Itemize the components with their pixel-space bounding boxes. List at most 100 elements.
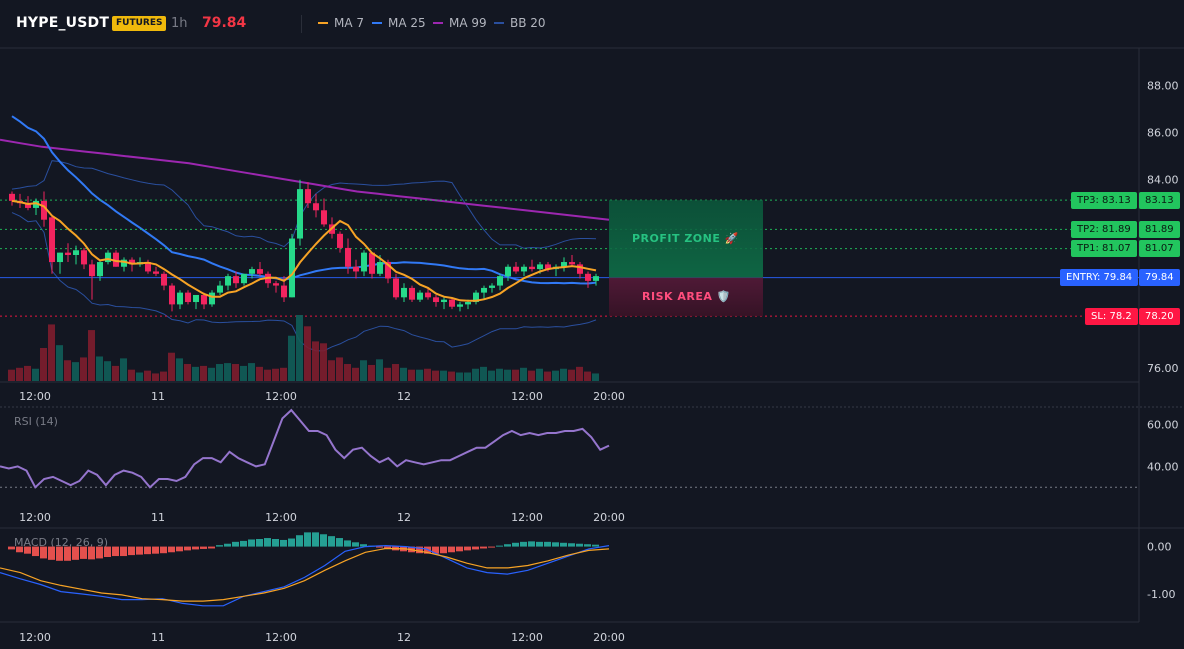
time-tick-label: 12:00 <box>19 390 51 403</box>
volume-bar <box>40 348 47 381</box>
macd-hist-bar <box>312 532 319 547</box>
axes: 88.00 86.00 84.00 76.00 12:00 11 12:00 12 12:00 2… <box>19 80 1178 644</box>
macd-hist-bar <box>288 538 295 547</box>
candle-body <box>369 252 375 274</box>
candle-body <box>449 299 455 307</box>
signal-line-path <box>0 547 610 602</box>
candle-body <box>561 262 567 267</box>
risk-area-label: RISK AREA 🛡️ <box>642 289 731 303</box>
volume-bar <box>416 369 423 381</box>
candle-body <box>433 297 439 303</box>
macd-hist-bar <box>216 545 223 547</box>
macd-hist-bar <box>568 543 575 547</box>
time-tick-label: 20:00 <box>593 390 625 403</box>
volume-bar <box>312 341 319 381</box>
rsi-path <box>0 408 610 489</box>
candle-body <box>161 273 167 286</box>
candle-body <box>217 285 223 293</box>
price-tick-label: 76.00 <box>1147 362 1179 375</box>
tp3-label[interactable]: TP3: 83.13 <box>1071 191 1137 209</box>
macd-hist-bar <box>128 546 135 556</box>
legend-ma25[interactable]: MA 25 <box>372 16 426 30</box>
volume-bar <box>504 369 511 381</box>
candle-body <box>577 264 583 274</box>
bollinger-bands <box>11 160 597 352</box>
volume-bar <box>432 370 439 381</box>
macd-hist-bar <box>136 546 143 555</box>
macd-hist-bar <box>520 541 527 547</box>
time-tick-label: 12 <box>397 390 411 403</box>
timeframe-label[interactable]: 1h <box>171 16 188 31</box>
candle-body <box>281 285 287 298</box>
volume-bar <box>88 330 95 381</box>
volume-bar <box>384 367 391 381</box>
volume-bar <box>448 371 455 381</box>
candle-body <box>345 247 351 267</box>
candle-body <box>457 304 463 307</box>
candle-body <box>225 276 231 286</box>
tp1-label[interactable]: TP1: 81.07 <box>1071 240 1137 258</box>
candle-body <box>257 269 263 274</box>
volume-bar <box>64 360 71 381</box>
candle-body <box>481 287 487 293</box>
candle-body <box>153 271 159 274</box>
volume-bar <box>544 371 551 381</box>
symbol-title[interactable]: HYPE_USDT <box>16 15 110 31</box>
entry-label[interactable]: ENTRY: 79.84 <box>1060 269 1139 287</box>
macd-hist-bar <box>184 546 191 551</box>
time-tick-label: 11 <box>151 390 165 403</box>
volume-bar <box>184 364 191 381</box>
candle-body <box>569 262 575 265</box>
volume-bar <box>552 370 559 381</box>
macd-hist-bar <box>448 546 455 553</box>
candle-body <box>409 287 415 300</box>
rsi-tick-label: 60.00 <box>1147 419 1179 432</box>
tp2-label[interactable]: TP2: 81.89 <box>1071 220 1137 238</box>
macd-hist-bar <box>416 546 423 554</box>
macd-hist-bar <box>192 546 199 550</box>
macd-hist-bar <box>464 546 471 551</box>
chart-header: HYPE_USDT FUTURES 1h 79.84 MA 7 MA 25 MA… <box>0 0 1184 48</box>
time-tick-label: 12:00 <box>511 631 543 644</box>
macd-hist-bar <box>584 544 591 547</box>
price-tick-label: 88.00 <box>1147 80 1179 93</box>
macd-hist-bar <box>472 546 479 550</box>
macd-tick-label: 0.00 <box>1147 541 1172 554</box>
time-tick-label: 20:00 <box>593 631 625 644</box>
tp3-price-tag: 83.13 <box>1139 191 1180 209</box>
trade-zones <box>609 200 763 317</box>
price-tick-label: 86.00 <box>1147 127 1179 140</box>
candle-body <box>353 266 359 272</box>
volume-bar <box>192 366 199 381</box>
volume-bar <box>344 364 351 381</box>
ma99-line <box>0 138 610 221</box>
volume-bar <box>408 369 415 381</box>
trade-levels <box>0 199 1139 317</box>
macd-hist-bar <box>496 545 503 547</box>
sl-label[interactable]: SL: 78.2 <box>1085 307 1138 325</box>
candle-body <box>73 250 79 255</box>
legend-ma99[interactable]: MA 99 <box>433 16 487 30</box>
macd-hist-bar <box>80 546 87 559</box>
candle-body <box>177 292 183 305</box>
macd-hist-bar <box>160 546 167 554</box>
time-tick-label: 12:00 <box>265 390 297 403</box>
candle-body <box>521 266 527 272</box>
volume-bar <box>56 345 63 381</box>
macd-hist-bar <box>16 546 23 553</box>
candle-body <box>129 259 135 265</box>
volume-bar <box>488 370 495 381</box>
volume-bar <box>440 370 447 381</box>
legend-ma7[interactable]: MA 7 <box>318 16 364 30</box>
macd-hist-bar <box>304 532 311 547</box>
candle-body <box>201 294 207 305</box>
macd-hist-bar <box>480 546 487 549</box>
time-tick-label: 12 <box>397 511 411 524</box>
legend-bb20[interactable]: BB 20 <box>494 16 546 30</box>
candle-body <box>425 292 431 298</box>
rsi-tick-label: 40.00 <box>1147 460 1179 473</box>
volume-bar <box>136 372 143 381</box>
entry-price-tag: 79.84 <box>1139 269 1180 287</box>
volume-bar <box>80 357 87 381</box>
